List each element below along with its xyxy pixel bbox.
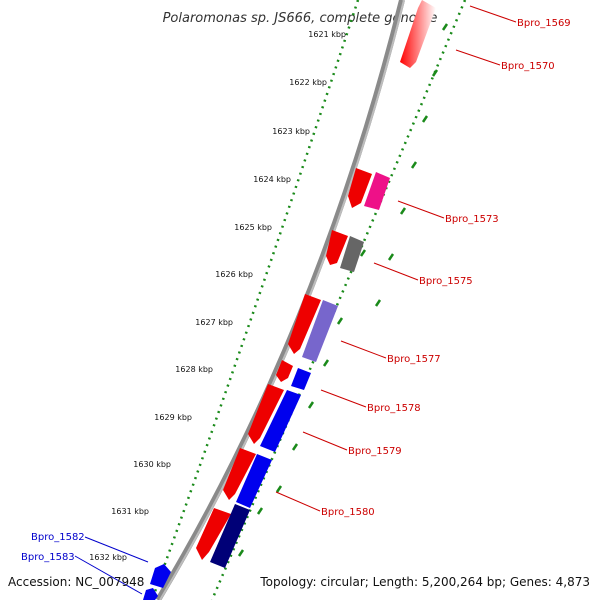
gene-feature[interactable]: [248, 384, 284, 444]
tick-label: 1627 kbp: [195, 318, 233, 327]
gene-label-bpro-1569[interactable]: Bpro_1569: [517, 18, 571, 29]
gene-feature[interactable]: [260, 390, 301, 452]
gene-feature[interactable]: [364, 172, 390, 210]
gene-label-bpro-1579[interactable]: Bpro_1579: [348, 446, 402, 457]
gene-label-bpro-1582[interactable]: Bpro_1582: [31, 532, 85, 543]
genome-title: Polaromonas sp. JS666, complete genome: [163, 11, 438, 26]
tick-label: 1622 kbp: [289, 78, 327, 87]
tick-label: 1621 kbp: [308, 30, 346, 39]
tick-label: 1631 kbp: [111, 507, 149, 516]
gene-feature[interactable]: [223, 448, 256, 500]
gene-feature[interactable]: [143, 588, 158, 600]
tick-marks: [237, 23, 449, 557]
tick-label: 1628 kbp: [175, 365, 213, 374]
gene-label-bpro-1580[interactable]: Bpro_1580: [321, 507, 375, 518]
gene-feature[interactable]: [291, 368, 311, 390]
tick-label: 1630 kbp: [133, 460, 171, 469]
gene-feature[interactable]: [400, 0, 436, 68]
gene-feature[interactable]: [276, 360, 293, 382]
gene-label-bpro-1570[interactable]: Bpro_1570: [501, 61, 555, 72]
tick-label: 1624 kbp: [253, 175, 291, 184]
tick-label: 1629 kbp: [154, 413, 192, 422]
gene-feature[interactable]: [302, 300, 338, 362]
gene-features: [143, 0, 436, 600]
gene-feature[interactable]: [348, 168, 372, 208]
gene-feature[interactable]: [288, 294, 321, 354]
gene-label-bpro-1583[interactable]: Bpro_1583: [21, 552, 75, 563]
tick-label: 1625 kbp: [234, 223, 272, 232]
topology-text: Topology: circular; Length: 5,200,264 bp…: [259, 575, 590, 589]
inner-tick-ring: [150, 0, 360, 600]
tick-label: 1623 kbp: [272, 127, 310, 136]
gene-label-bpro-1577[interactable]: Bpro_1577: [387, 354, 441, 365]
gene-feature[interactable]: [210, 504, 250, 568]
gene-feature[interactable]: [196, 508, 231, 560]
gene-label-bpro-1573[interactable]: Bpro_1573: [445, 214, 499, 225]
gene-feature[interactable]: [150, 564, 171, 588]
label-leaders: [74, 5, 517, 595]
gene-feature[interactable]: [340, 236, 364, 272]
gene-feature[interactable]: [326, 230, 348, 265]
tick-label: 1632 kbp: [89, 553, 127, 562]
gene-label-bpro-1575[interactable]: Bpro_1575: [419, 276, 473, 287]
gene-feature[interactable]: [236, 454, 272, 508]
gene-label-bpro-1578[interactable]: Bpro_1578: [367, 403, 421, 414]
accession-text: Accession: NC_007948: [8, 575, 144, 589]
tick-label: 1626 kbp: [215, 270, 253, 279]
outer-tick-ring: [210, 0, 467, 600]
